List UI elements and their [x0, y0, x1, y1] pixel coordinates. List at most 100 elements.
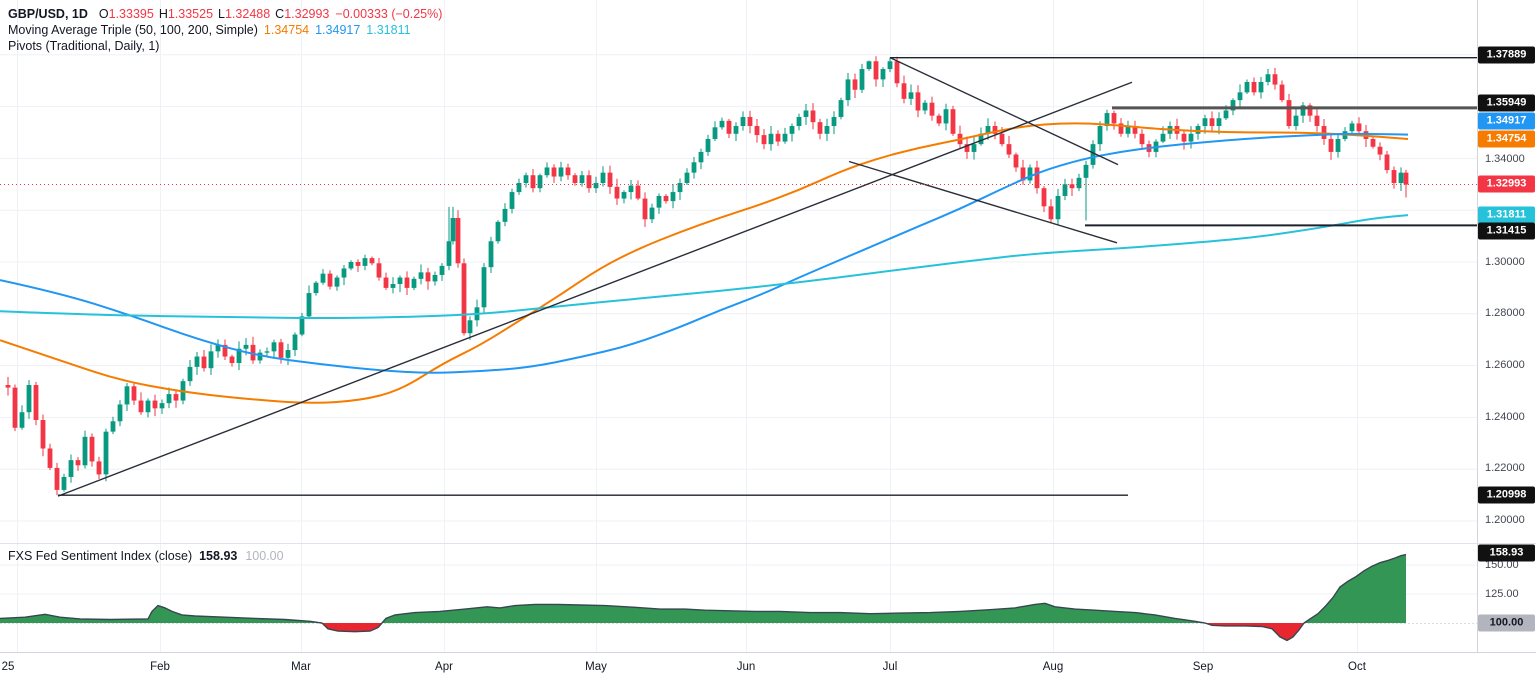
panel-divider[interactable] — [0, 543, 1536, 544]
candle — [425, 267, 431, 290]
candle — [194, 352, 200, 375]
candle — [208, 344, 214, 376]
candle — [740, 111, 746, 131]
candle — [747, 110, 753, 134]
candle-body — [670, 192, 676, 202]
price-scale-tick: 1.20000 — [1485, 514, 1525, 526]
candle-body — [999, 133, 1005, 145]
sentiment-indicator-title[interactable]: FXS Fed Sentiment Index (close) — [8, 549, 193, 563]
candle — [117, 400, 123, 427]
candle-body — [1328, 138, 1334, 152]
price-scale-tick: 1.28000 — [1485, 307, 1525, 319]
candle — [635, 180, 641, 201]
candle — [754, 118, 760, 143]
candle-body — [964, 144, 970, 152]
candle-body — [1237, 92, 1243, 101]
candle — [1293, 108, 1299, 131]
trendline — [848, 160, 1118, 244]
candle-body — [712, 127, 718, 139]
candle — [950, 105, 956, 136]
candle — [873, 56, 879, 87]
candle-body — [978, 133, 984, 145]
candle-body — [236, 348, 242, 364]
candle — [61, 473, 67, 492]
candle-body — [89, 436, 95, 462]
candle-body — [740, 116, 746, 127]
candle-body — [40, 419, 46, 449]
candle — [455, 210, 461, 268]
candle-body — [467, 320, 473, 334]
candle-body — [461, 263, 467, 334]
candle — [782, 127, 788, 144]
candle — [831, 111, 837, 135]
price-label-badge: 1.31415 — [1478, 222, 1535, 240]
candle-body — [285, 350, 291, 358]
candle-body — [1300, 105, 1306, 116]
candle — [418, 264, 424, 285]
ohlc-field-label: L — [218, 7, 225, 21]
candle — [537, 173, 543, 193]
candle-body — [327, 273, 333, 287]
sentiment-area-positive — [0, 554, 1406, 623]
sentiment-legend: FXS Fed Sentiment Index (close) 158.93 100… — [8, 549, 284, 563]
candle-body — [656, 195, 662, 208]
candle-body — [313, 282, 319, 294]
candle — [551, 164, 557, 183]
candle-body — [831, 116, 837, 127]
candle-body — [1041, 188, 1047, 207]
candle — [1237, 84, 1243, 108]
candle — [285, 343, 291, 365]
candle — [572, 173, 578, 186]
ma-value: 1.34754 — [263, 23, 310, 37]
candle — [82, 430, 88, 469]
candle-body — [250, 344, 256, 361]
candle-body — [1251, 81, 1257, 93]
candle — [1251, 77, 1257, 96]
candle-body — [1230, 100, 1236, 111]
moving-average-line — [0, 122, 1409, 404]
candlestick-series — [5, 56, 1409, 496]
candle — [649, 203, 655, 224]
candle-body — [82, 436, 88, 466]
candle — [516, 178, 522, 195]
candle-body — [215, 344, 221, 352]
pivots-indicator-title[interactable]: Pivots (Traditional, Daily, 1) — [8, 39, 160, 53]
candle — [852, 73, 858, 98]
candle — [936, 113, 942, 127]
candle-body — [908, 92, 914, 99]
candle — [481, 263, 487, 313]
candle — [628, 180, 634, 200]
price-scale[interactable]: 1.340001.320001.300001.280001.260001.240… — [1478, 0, 1536, 652]
ma-indicator-title[interactable]: Moving Average Triple (50, 100, 200, Sim… — [8, 23, 258, 37]
candle-body — [1188, 133, 1194, 142]
candle — [40, 414, 46, 457]
candle-body — [985, 126, 991, 134]
candle — [530, 168, 536, 193]
price-scale-tick: 1.22000 — [1485, 462, 1525, 474]
candle — [670, 184, 676, 209]
candle — [1258, 76, 1264, 99]
ohlc-field-label: C — [275, 7, 285, 21]
candle — [845, 72, 851, 107]
candle-body — [26, 385, 32, 413]
candle-body — [866, 61, 872, 70]
candle — [362, 254, 368, 271]
sentiment-line — [0, 553, 1407, 642]
time-scale-label: 25 — [1, 661, 15, 673]
candle-body — [264, 351, 270, 353]
time-scale[interactable]: 25 Feb Mar Apr May Jun Jul Aug Sep Oct — [0, 652, 1536, 682]
price-scale-tick: 125.00 — [1485, 588, 1519, 600]
candle — [719, 117, 725, 130]
candle — [859, 63, 865, 94]
candle — [558, 161, 564, 182]
candle-body — [495, 221, 501, 242]
symbol-title[interactable]: GBP/USD, 1D — [8, 7, 88, 21]
ma-value: 1.31811 — [366, 23, 411, 37]
candle — [838, 97, 844, 120]
candle — [502, 203, 508, 227]
candle-body — [348, 262, 354, 269]
time-scale-label: Sep — [1192, 661, 1214, 673]
candle — [733, 122, 739, 141]
candle-body — [103, 431, 109, 475]
